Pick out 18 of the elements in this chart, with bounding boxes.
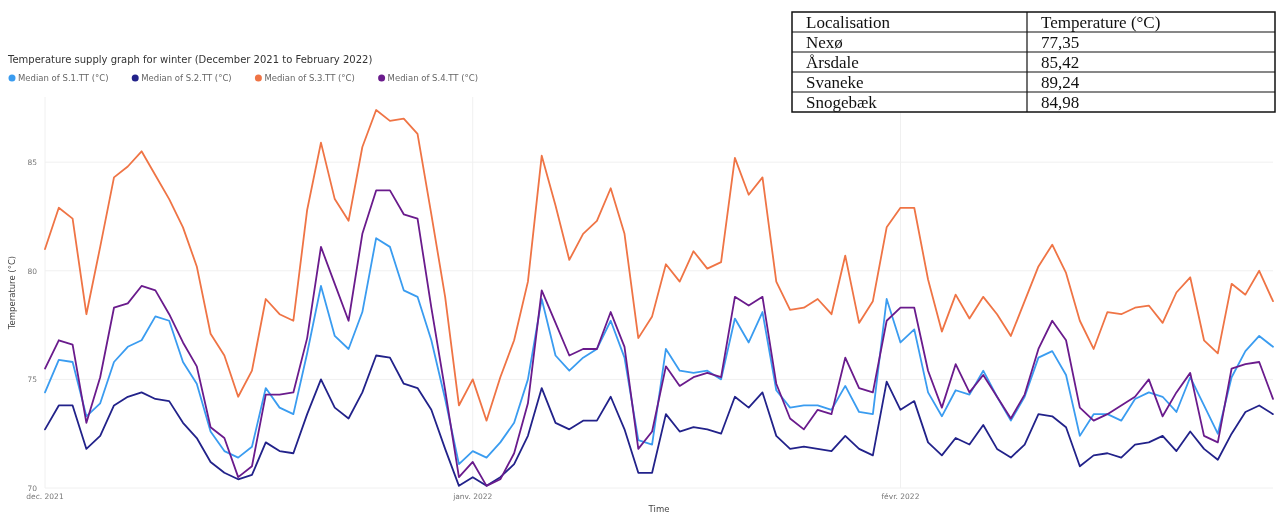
category-label: Svaneke [806, 73, 864, 92]
text: 85,42 [1041, 53, 1080, 72]
text: 89,24 [1041, 73, 1080, 92]
category-label: Nexø [806, 33, 843, 52]
text: Temperature (°C) [1041, 13, 1161, 32]
legend-label: Median of S.2.TT (°C) [141, 73, 232, 83]
line-series [44, 237, 1274, 466]
text: Localisation [806, 13, 891, 32]
legend-label: Median of S.4.TT (°C) [387, 73, 479, 83]
y-axis-title: Temperature (°C) [7, 255, 17, 331]
category-label: Årsdale [806, 53, 859, 72]
legend-label: Median of S.1.TT (°C) [18, 73, 109, 83]
text: 84,98 [1041, 93, 1080, 112]
legend-label: Median of S.3.TT (°C) [264, 73, 355, 83]
x-axis-title: Time [647, 504, 670, 514]
category-label: Snogebæk [806, 93, 878, 112]
chart-title: Temperature supply graph for winter (December 2021 to February 2022) [7, 54, 373, 65]
text: 77,35 [1041, 33, 1080, 52]
